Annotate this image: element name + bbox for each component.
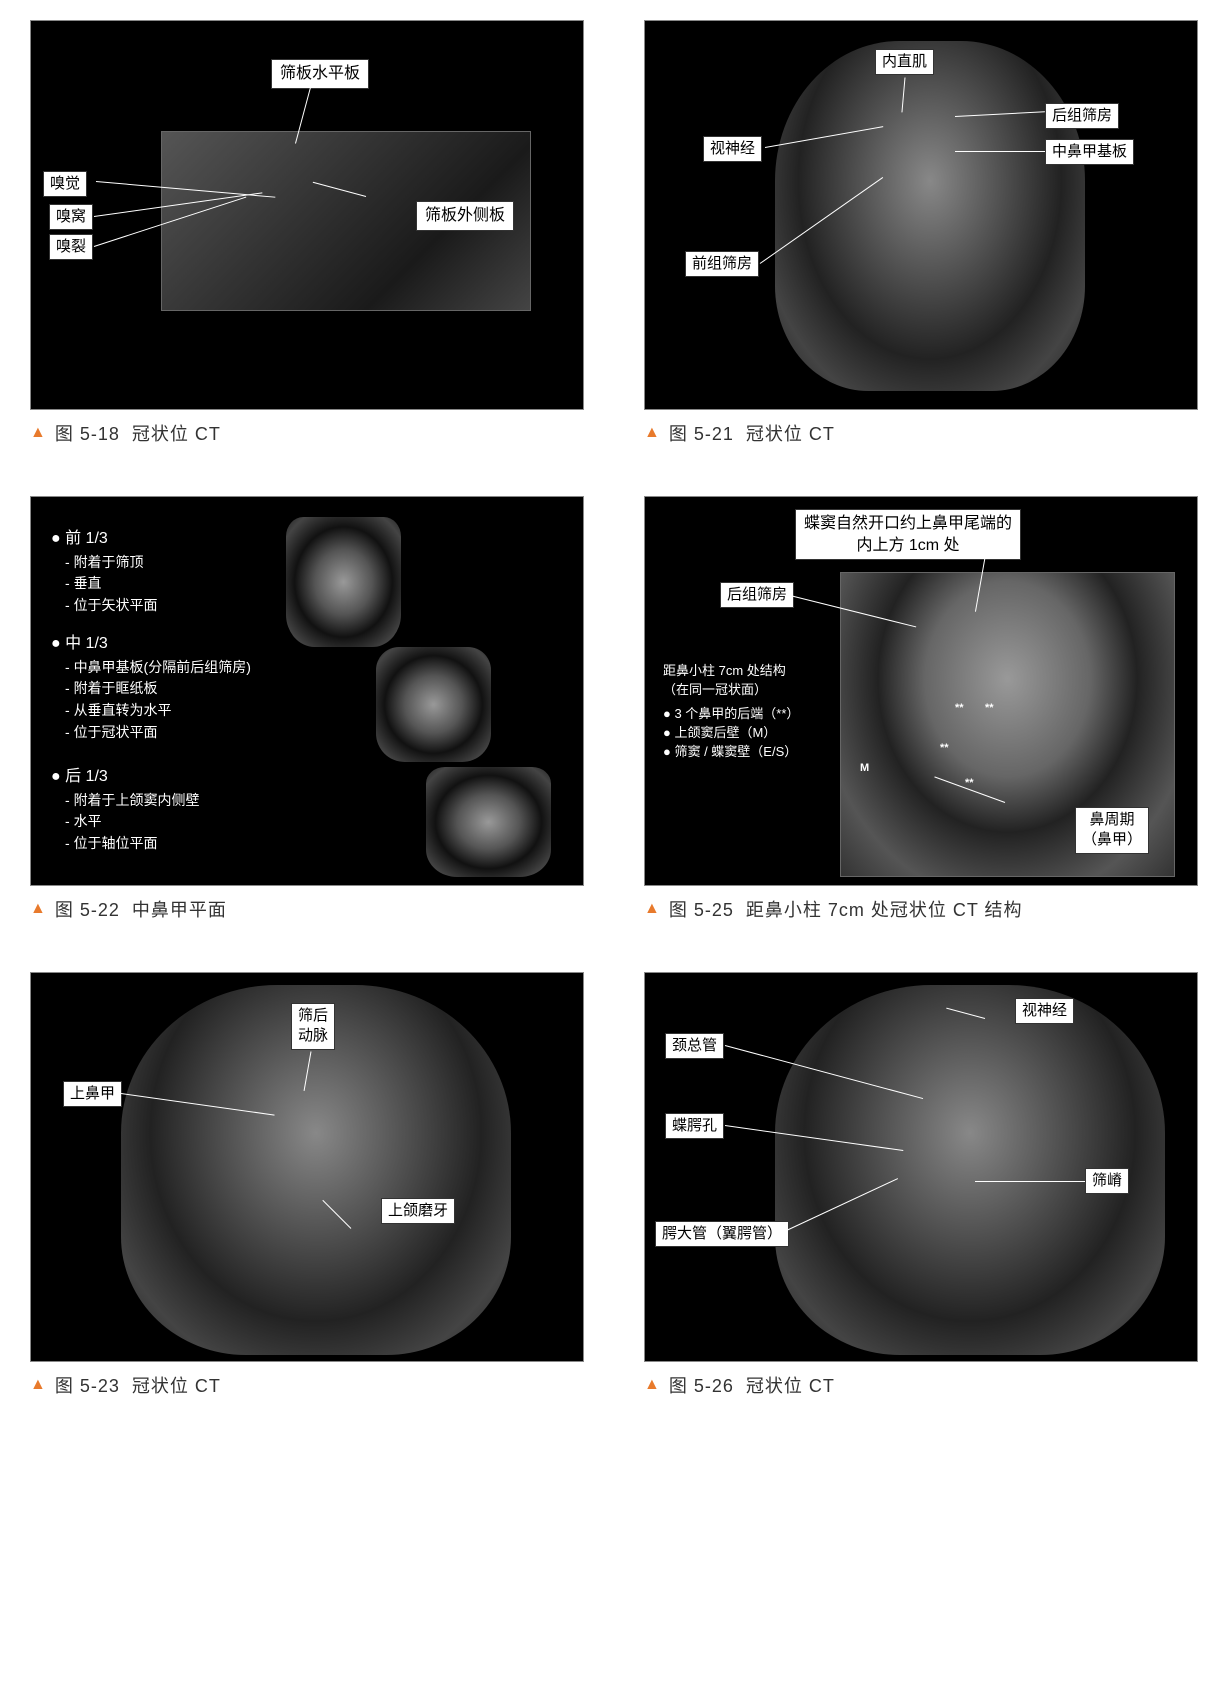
section-item: 从垂直转为水平 bbox=[74, 702, 172, 718]
figure-5-22: ● 前 1/3 - 附着于筛顶 - 垂直 - 位于矢状平面 ● 中 1/3 - … bbox=[30, 496, 584, 922]
triangle-icon: ▲ bbox=[30, 1376, 47, 1394]
triangle-icon: ▲ bbox=[644, 424, 661, 442]
section-heading: 中 1/3 bbox=[65, 635, 108, 652]
ct-marker: ** bbox=[940, 742, 949, 754]
ct-thumbnail-2 bbox=[376, 647, 491, 762]
caption-number: 图 5-21 bbox=[669, 420, 734, 446]
label-left: 上鼻甲 bbox=[63, 1081, 122, 1107]
label-bottom: 腭大管（翼腭管） bbox=[655, 1221, 789, 1247]
label-right: 鼻周期 （鼻甲） bbox=[1075, 807, 1149, 854]
triangle-icon: ▲ bbox=[644, 900, 661, 918]
caption-number: 图 5-25 bbox=[669, 896, 734, 922]
label-left3: 嗅裂 bbox=[49, 234, 93, 260]
label-right: 上颌磨牙 bbox=[381, 1198, 455, 1224]
figure-5-21: 内直肌 视神经 后组筛房 中鼻甲基板 前组筛房 ▲ 图 5-21 冠状位 CT bbox=[644, 20, 1198, 446]
caption-text: 冠状位 CT bbox=[746, 420, 835, 446]
ct-marker-m: M bbox=[860, 762, 869, 774]
ct-thumbnail-1 bbox=[286, 517, 401, 647]
info-heading: 距鼻小柱 7cm 处结构 （在同一冠状面） bbox=[663, 662, 786, 700]
ct-panel: 筛板水平板 嗅觉 嗅窝 嗅裂 筛板外侧板 bbox=[30, 20, 584, 410]
label-right1: 后组筛房 bbox=[1045, 103, 1119, 129]
caption-number: 图 5-22 bbox=[55, 896, 120, 922]
section-heading: 后 1/3 bbox=[65, 768, 108, 785]
caption-text: 冠状位 CT bbox=[132, 1372, 221, 1398]
figure-caption: ▲ 图 5-21 冠状位 CT bbox=[644, 420, 1198, 446]
figure-5-23: 筛后 动脉 上鼻甲 上颌磨牙 ▲ 图 5-23 冠状位 CT bbox=[30, 972, 584, 1398]
label-left2: 嗅窝 bbox=[49, 204, 93, 230]
caption-text: 冠状位 CT bbox=[132, 420, 221, 446]
figure-caption: ▲ 图 5-22 中鼻甲平面 bbox=[30, 896, 584, 922]
label-left: 后组筛房 bbox=[720, 582, 794, 608]
info-item: 3 个鼻甲的后端（**） bbox=[674, 706, 799, 721]
section-item: 水平 bbox=[74, 813, 102, 829]
figure-caption: ▲ 图 5-25 距鼻小柱 7cm 处冠状位 CT 结构 bbox=[644, 896, 1198, 922]
figure-5-25: 蝶窦自然开口约上鼻甲尾端的 内上方 1cm 处 后组筛房 距鼻小柱 7cm 处结… bbox=[644, 496, 1198, 922]
section-item: 垂直 bbox=[74, 575, 102, 591]
section-item: 位于矢状平面 bbox=[74, 597, 158, 613]
triangle-icon: ▲ bbox=[644, 1376, 661, 1394]
caption-text: 中鼻甲平面 bbox=[132, 896, 227, 922]
label-right2: 中鼻甲基板 bbox=[1045, 139, 1134, 165]
info-list: ● 3 个鼻甲的后端（**） ● 上颌窦后壁（M） ● 筛窦 / 蝶窦壁（E/S… bbox=[663, 705, 799, 762]
label-left1: 嗅觉 bbox=[43, 171, 87, 197]
label-bottom: 前组筛房 bbox=[685, 251, 759, 277]
triangle-icon: ▲ bbox=[30, 424, 47, 442]
ct-panel: 内直肌 视神经 后组筛房 中鼻甲基板 前组筛房 bbox=[644, 20, 1198, 410]
section-item: 位于轴位平面 bbox=[74, 835, 158, 851]
section-3: ● 后 1/3 - 附着于上颌窦内侧壁 - 水平 - 位于轴位平面 bbox=[51, 765, 200, 855]
section-1: ● 前 1/3 - 附着于筛顶 - 垂直 - 位于矢状平面 bbox=[51, 527, 158, 617]
section-item: 附着于上颌窦内侧壁 bbox=[74, 792, 200, 808]
figure-5-26: 视神经 颈总管 蝶腭孔 筛嵴 腭大管（翼腭管） ▲ 图 5-26 冠状位 CT bbox=[644, 972, 1198, 1398]
label-left1: 颈总管 bbox=[665, 1033, 724, 1059]
label-top: 蝶窦自然开口约上鼻甲尾端的 内上方 1cm 处 bbox=[795, 509, 1021, 560]
section-item: 位于冠状平面 bbox=[74, 724, 158, 740]
label-left2: 蝶腭孔 bbox=[665, 1113, 724, 1139]
ct-thumbnail-3 bbox=[426, 767, 551, 877]
label-top: 筛后 动脉 bbox=[291, 1003, 335, 1050]
caption-text: 冠状位 CT bbox=[746, 1372, 835, 1398]
ct-marker: ** bbox=[985, 702, 994, 714]
section-heading: 前 1/3 bbox=[65, 530, 108, 547]
arrow-line bbox=[955, 151, 1045, 152]
info-item: 筛窦 / 蝶窦壁（E/S） bbox=[674, 744, 797, 759]
section-2: ● 中 1/3 - 中鼻甲基板(分隔前后组筛房) - 附着于眶纸板 - 从垂直转… bbox=[51, 632, 251, 744]
ct-panel: 蝶窦自然开口约上鼻甲尾端的 内上方 1cm 处 后组筛房 距鼻小柱 7cm 处结… bbox=[644, 496, 1198, 886]
figure-caption: ▲ 图 5-26 冠状位 CT bbox=[644, 1372, 1198, 1398]
caption-number: 图 5-18 bbox=[55, 420, 120, 446]
info-item: 上颌窦后壁（M） bbox=[674, 725, 776, 740]
ct-marker: ** bbox=[955, 702, 964, 714]
ct-panel: 视神经 颈总管 蝶腭孔 筛嵴 腭大管（翼腭管） bbox=[644, 972, 1198, 1362]
label-top: 筛板水平板 bbox=[271, 59, 369, 89]
caption-number: 图 5-23 bbox=[55, 1372, 120, 1398]
ct-panel: ● 前 1/3 - 附着于筛顶 - 垂直 - 位于矢状平面 ● 中 1/3 - … bbox=[30, 496, 584, 886]
section-item: 附着于筛顶 bbox=[74, 554, 144, 570]
label-top: 视神经 bbox=[1015, 998, 1074, 1024]
label-top: 内直肌 bbox=[875, 49, 934, 75]
caption-text: 距鼻小柱 7cm 处冠状位 CT 结构 bbox=[746, 896, 1023, 922]
figure-5-18: 筛板水平板 嗅觉 嗅窝 嗅裂 筛板外侧板 ▲ 图 5-18 冠状位 CT bbox=[30, 20, 584, 446]
section-item: 附着于眶纸板 bbox=[74, 680, 158, 696]
triangle-icon: ▲ bbox=[30, 900, 47, 918]
figure-caption: ▲ 图 5-23 冠状位 CT bbox=[30, 1372, 584, 1398]
section-item: 中鼻甲基板(分隔前后组筛房) bbox=[74, 659, 251, 675]
ct-skull-coronal bbox=[775, 41, 1085, 391]
label-left: 视神经 bbox=[703, 136, 762, 162]
label-right: 筛板外侧板 bbox=[416, 201, 514, 231]
figure-caption: ▲ 图 5-18 冠状位 CT bbox=[30, 420, 584, 446]
arrow-line bbox=[975, 1181, 1085, 1182]
label-right: 筛嵴 bbox=[1085, 1168, 1129, 1194]
caption-number: 图 5-26 bbox=[669, 1372, 734, 1398]
ct-panel: 筛后 动脉 上鼻甲 上颌磨牙 bbox=[30, 972, 584, 1362]
